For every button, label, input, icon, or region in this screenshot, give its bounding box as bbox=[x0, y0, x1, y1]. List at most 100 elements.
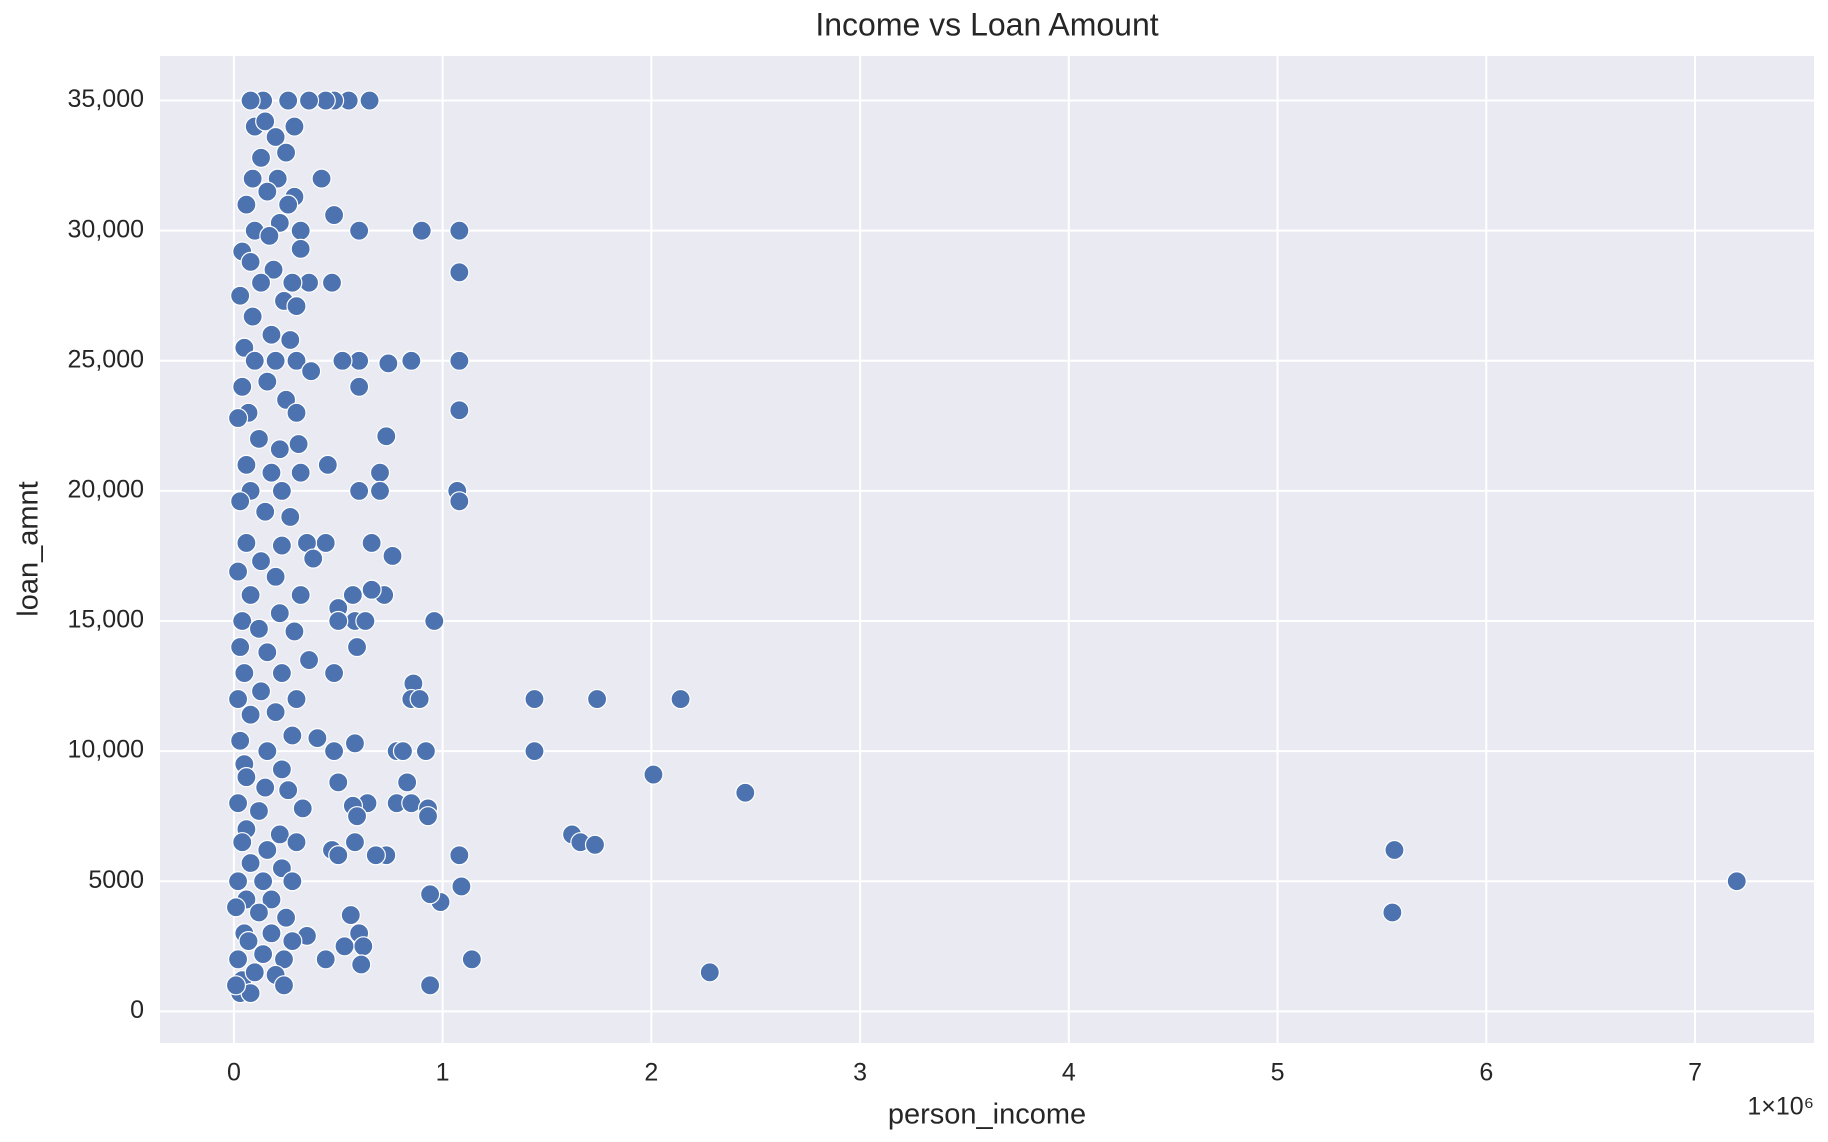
scatter-point bbox=[232, 376, 253, 397]
y-tick-label: 5000 bbox=[88, 866, 144, 894]
x-tick-label: 4 bbox=[1062, 1059, 1076, 1087]
scatter-point bbox=[265, 701, 286, 723]
scatter-point bbox=[282, 272, 303, 293]
scatter-point bbox=[253, 944, 274, 965]
scatter-point bbox=[275, 142, 297, 163]
scatter-point bbox=[415, 741, 437, 762]
points bbox=[225, 90, 1747, 1004]
scatter-point bbox=[286, 350, 307, 371]
scatter-point bbox=[250, 681, 272, 702]
scatter-point bbox=[355, 610, 376, 632]
scatter-point bbox=[315, 949, 336, 970]
scatter-point bbox=[227, 871, 249, 892]
scatter-point bbox=[225, 897, 247, 918]
y-tick-label: 0 bbox=[130, 996, 144, 1024]
scatter-point bbox=[230, 636, 251, 658]
plot-background bbox=[160, 56, 1814, 1043]
x-tick-label: 2 bbox=[644, 1059, 658, 1087]
scatter-point bbox=[269, 603, 290, 624]
scatter-point bbox=[461, 949, 482, 970]
scatter-point bbox=[242, 306, 263, 327]
scatter-point bbox=[227, 949, 249, 970]
scatter-point bbox=[236, 194, 257, 215]
scatter-point bbox=[240, 584, 261, 606]
scatter-point bbox=[227, 688, 249, 710]
scatter-point bbox=[449, 491, 470, 512]
scatter-point bbox=[524, 688, 545, 710]
scatter-point bbox=[349, 220, 370, 241]
scatter-point bbox=[273, 949, 295, 970]
scatter-point bbox=[449, 400, 470, 421]
scatter-point bbox=[417, 806, 439, 827]
scatter-point bbox=[643, 764, 664, 785]
scatter-point bbox=[369, 480, 391, 501]
y-tick-label: 10,000 bbox=[68, 736, 144, 764]
scatter-point bbox=[321, 272, 343, 293]
scatter-point bbox=[298, 90, 320, 111]
scatter-point bbox=[369, 462, 391, 483]
scatter-point bbox=[230, 491, 251, 512]
scatter-point bbox=[242, 168, 263, 189]
scatter-point bbox=[261, 923, 282, 944]
scatter-point bbox=[230, 730, 251, 751]
scatter-point bbox=[244, 962, 265, 983]
scatter-point bbox=[1726, 871, 1747, 892]
scatter-point bbox=[349, 376, 370, 397]
scatter-point bbox=[332, 350, 353, 371]
scatter-point bbox=[282, 725, 303, 746]
y-axis-label: loan_amnt bbox=[13, 481, 45, 616]
scatter-point bbox=[236, 532, 257, 554]
scatter-point bbox=[420, 975, 441, 996]
scatter-point bbox=[378, 353, 399, 374]
scatter-point bbox=[449, 350, 470, 371]
scatter-point bbox=[261, 324, 282, 345]
scatter-point bbox=[286, 832, 307, 853]
scatter-point bbox=[401, 350, 422, 371]
scatter-point bbox=[227, 793, 249, 814]
scatter-point bbox=[248, 800, 270, 822]
scatter-point bbox=[259, 225, 280, 246]
scatter-point bbox=[449, 262, 470, 283]
scatter-point bbox=[401, 793, 422, 814]
scatter-point bbox=[307, 728, 328, 749]
scatter-point bbox=[449, 845, 470, 866]
scatter-point bbox=[303, 548, 324, 569]
scatter-point bbox=[244, 350, 265, 371]
scatter-point bbox=[328, 772, 349, 793]
scatter-point bbox=[286, 402, 307, 423]
scatter-point bbox=[280, 329, 301, 351]
scatter-point bbox=[265, 566, 286, 587]
scatter-point bbox=[311, 168, 332, 189]
scatter-point bbox=[250, 272, 272, 293]
scatter-point bbox=[290, 220, 311, 241]
scatter-point bbox=[232, 610, 253, 632]
x-tick-label: 7 bbox=[1688, 1059, 1702, 1087]
scatter-point bbox=[271, 480, 293, 501]
scatter-point bbox=[584, 834, 606, 855]
y-tick-label: 20,000 bbox=[68, 476, 144, 504]
scatter-point bbox=[238, 930, 259, 952]
scatter-point bbox=[420, 884, 441, 905]
scatter-point bbox=[346, 636, 368, 658]
scatter-point bbox=[225, 975, 247, 996]
scatter-point bbox=[271, 759, 293, 780]
scatter-point bbox=[263, 259, 284, 280]
scatter-point bbox=[342, 584, 363, 606]
scatter-point bbox=[411, 220, 432, 241]
scatter-point bbox=[257, 181, 278, 202]
scatter-point bbox=[269, 824, 290, 845]
labels: Income vs Loan Amount person_income loan… bbox=[13, 6, 1814, 1130]
scatter-point bbox=[257, 371, 278, 392]
scatter-point bbox=[271, 662, 293, 684]
scatter-point bbox=[265, 350, 286, 371]
scatter-point bbox=[265, 126, 286, 148]
x-tick-label: 0 bbox=[227, 1059, 241, 1087]
scatter-point bbox=[284, 116, 305, 137]
scatter-point bbox=[670, 688, 691, 710]
scatter-point bbox=[290, 462, 311, 483]
scatter-point bbox=[292, 798, 313, 819]
scatter-point bbox=[255, 111, 276, 132]
scatter-point bbox=[230, 285, 251, 306]
x-tick-label: 5 bbox=[1271, 1059, 1285, 1087]
